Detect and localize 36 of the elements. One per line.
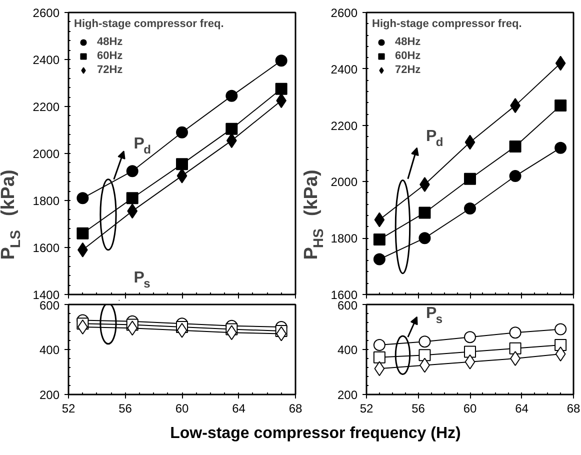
x-tick-label: 68 bbox=[288, 402, 302, 416]
y-tick-label: 2400 bbox=[32, 53, 60, 67]
x-tick-label: 52 bbox=[62, 402, 76, 416]
legend-title: High-stage compressor freq. bbox=[372, 18, 522, 30]
legend-label: 72Hz bbox=[395, 63, 421, 77]
y-tick-label: 1800 bbox=[330, 232, 358, 246]
y-tick-label: 2200 bbox=[330, 118, 358, 133]
x-tick-label: 60 bbox=[463, 402, 477, 416]
y-tick-label: 2600 bbox=[330, 6, 358, 20]
y-tick-label: 400 bbox=[337, 343, 358, 357]
y-tick-label: 2200 bbox=[32, 100, 60, 114]
y-tick-label: 2000 bbox=[32, 147, 60, 161]
legend-label: 48Hz bbox=[395, 35, 421, 49]
y-tick-label: 400 bbox=[39, 343, 60, 357]
legend-title: High-stage compressor freq. bbox=[74, 18, 224, 30]
y-tick-label: 2000 bbox=[330, 175, 358, 190]
legend-label: 48Hz bbox=[97, 35, 123, 49]
y-tick-label: 200 bbox=[39, 388, 60, 402]
y-tick-label: 1600 bbox=[32, 241, 60, 255]
x-tick-label: 60 bbox=[175, 402, 189, 416]
y-tick-label: 1800 bbox=[32, 194, 60, 208]
x-tick-label: 68 bbox=[566, 402, 580, 416]
legend-label: 60Hz bbox=[97, 49, 123, 63]
legend-label: 72Hz bbox=[97, 63, 123, 77]
x-tick-label: 56 bbox=[412, 402, 426, 416]
y-axis-title: PHS (kPa) bbox=[301, 170, 326, 260]
y-tick-label: 2600 bbox=[32, 6, 60, 20]
x-axis-title: Low-stage compressor frequency (Hz) bbox=[170, 424, 461, 444]
x-tick-label: 64 bbox=[232, 402, 246, 416]
x-tick-label: 56 bbox=[118, 402, 132, 416]
legend-label: 60Hz bbox=[395, 49, 421, 63]
x-tick-label: 64 bbox=[515, 402, 529, 416]
x-tick-label: 52 bbox=[360, 402, 374, 416]
y-tick-label: 2400 bbox=[330, 62, 358, 76]
y-axis-title: PLS (kPa) bbox=[0, 170, 24, 260]
y-tick-label: 200 bbox=[337, 388, 358, 402]
